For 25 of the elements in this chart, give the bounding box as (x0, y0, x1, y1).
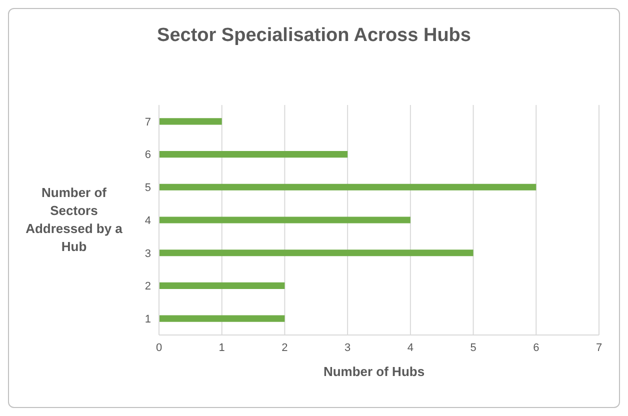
x-tick-label: 3 (344, 342, 351, 354)
y-tick-label: 2 (144, 280, 151, 293)
y-tick-label: 6 (144, 149, 151, 162)
bar (159, 315, 285, 322)
bar (159, 184, 536, 190)
x-tick-label: 4 (407, 342, 414, 354)
y-axis-title: Number of Sectors Addressed by a Hub (24, 184, 124, 256)
y-tick-label: 7 (144, 116, 151, 128)
x-tick-label: 0 (156, 342, 162, 354)
bar (159, 282, 285, 289)
bar (159, 250, 474, 256)
y-tick-label: 1 (144, 313, 151, 326)
x-axis-title: Number of Hubs (322, 364, 426, 379)
x-tick-label: 6 (533, 342, 540, 354)
bar (159, 151, 348, 158)
x-tick-label: 2 (282, 342, 288, 354)
x-tick-label: 7 (596, 342, 602, 354)
chart-title: Sector Specialisation Across Hubs (156, 25, 472, 47)
y-tick-label: 5 (144, 182, 151, 194)
x-tick-label: 1 (218, 342, 225, 354)
y-tick-label: 4 (144, 214, 151, 227)
bar (159, 216, 410, 224)
x-tick-label: 5 (470, 342, 476, 354)
y-tick-label: 3 (144, 248, 151, 260)
bar (159, 118, 222, 125)
